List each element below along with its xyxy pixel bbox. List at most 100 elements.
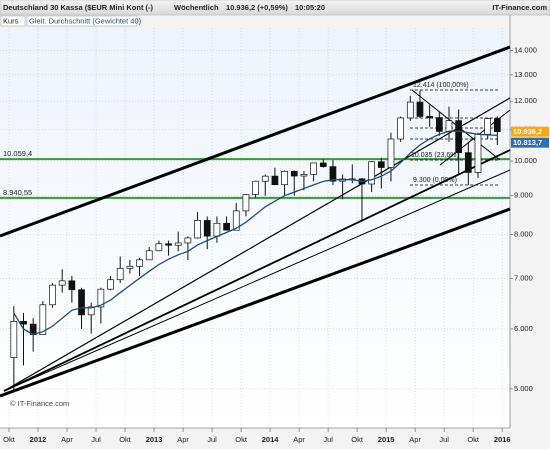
fan-line bbox=[3, 169, 511, 392]
candle-body bbox=[126, 265, 134, 269]
price-tag-label: 10.936,2 bbox=[513, 127, 542, 136]
header-bar bbox=[0, 0, 550, 16]
x-tick-label: 2015 bbox=[378, 435, 395, 444]
fib-label: 9.300 (0,00%) bbox=[413, 177, 457, 184]
candle-body bbox=[68, 280, 76, 291]
x-tick-label: Jul bbox=[439, 435, 449, 444]
channel-lower bbox=[0, 207, 511, 398]
candle-body bbox=[87, 306, 95, 316]
x-tick-label: 2014 bbox=[262, 435, 280, 444]
candle-body bbox=[455, 120, 463, 154]
candle-body bbox=[136, 259, 143, 267]
candle-body bbox=[145, 250, 153, 261]
trend-lines bbox=[0, 45, 511, 398]
candle-body bbox=[406, 101, 414, 119]
candle-body bbox=[474, 133, 482, 173]
candle-body bbox=[493, 118, 501, 133]
x-tick-label: Jul bbox=[323, 435, 333, 444]
candle-body bbox=[416, 101, 424, 117]
candle-body bbox=[300, 174, 308, 177]
candle-body bbox=[39, 304, 47, 335]
candle-body bbox=[464, 152, 472, 173]
candle-body bbox=[213, 222, 221, 237]
y-tick-label: 8.000 bbox=[514, 229, 533, 238]
fib-label: 10.035 (23,6%) bbox=[411, 152, 459, 159]
candle-body bbox=[484, 118, 492, 135]
level-label: 10.059,4 bbox=[3, 149, 32, 158]
y-tick-label: 14.000 bbox=[514, 45, 537, 54]
y-tick-label: 7.000 bbox=[514, 273, 533, 282]
x-tick-label: Apr bbox=[293, 435, 305, 444]
candle-body bbox=[252, 180, 259, 195]
x-tick-label: Apr bbox=[177, 435, 189, 444]
candle-body bbox=[97, 288, 105, 308]
x-tick-label: 2016 bbox=[494, 435, 511, 444]
fib-label: 12.414 (100,00%) bbox=[413, 82, 469, 89]
time: 10:05:20 bbox=[295, 3, 325, 12]
y-tick-label: 9.000 bbox=[514, 191, 533, 200]
instrument: Deutschland 30 Kassa ($EUR Mini Kont (-) bbox=[3, 3, 154, 12]
y-tick-label: 6.000 bbox=[514, 324, 533, 333]
candle-body bbox=[10, 320, 18, 358]
y-tick-label: 12.000 bbox=[514, 96, 537, 105]
candle-body bbox=[319, 162, 327, 167]
candle-body bbox=[310, 162, 317, 175]
candle-body bbox=[174, 242, 182, 246]
candle-body bbox=[58, 280, 66, 286]
price-tag bbox=[511, 126, 549, 137]
channel-upper bbox=[0, 45, 511, 238]
legend-entry: Gleit. Durchschnitt (Gewichtet 40) bbox=[29, 16, 142, 25]
candle-body bbox=[368, 161, 375, 185]
brand: IT-Finance.com bbox=[492, 3, 547, 12]
candle-body bbox=[107, 279, 114, 290]
x-tick-label: Okt bbox=[3, 435, 16, 444]
x-tick-label: Jul bbox=[207, 435, 217, 444]
plot-area bbox=[0, 28, 510, 428]
y-tick-label: 5.000 bbox=[514, 384, 533, 393]
price-tag bbox=[511, 137, 549, 148]
legend-box bbox=[26, 15, 138, 27]
legend-box bbox=[0, 15, 26, 27]
x-tick-label: Okt bbox=[351, 435, 364, 444]
legend-entry: Kurs bbox=[3, 16, 19, 25]
candle-body bbox=[397, 117, 404, 140]
candle-body bbox=[20, 320, 27, 325]
candle-body bbox=[261, 175, 269, 182]
candle-body bbox=[445, 120, 453, 132]
fan-line bbox=[3, 149, 511, 392]
candle-body bbox=[184, 237, 192, 244]
x-tick-label: Okt bbox=[235, 435, 248, 444]
interval: Wöchentlich bbox=[174, 3, 219, 12]
candle-body bbox=[155, 243, 163, 252]
x-tick-label: Okt bbox=[467, 435, 480, 444]
candle-body bbox=[116, 267, 124, 281]
x-tick-label: Jul bbox=[91, 435, 101, 444]
candle-body bbox=[329, 166, 337, 182]
candle-body bbox=[426, 116, 433, 118]
levels: 10.059,4 8.940,55 bbox=[0, 149, 510, 199]
y-tick-label: 10.000 bbox=[514, 156, 537, 165]
candle-body bbox=[78, 289, 85, 316]
candle-body bbox=[232, 210, 240, 231]
x-tick-label: 2012 bbox=[30, 435, 47, 444]
candle-body bbox=[387, 138, 395, 168]
axis-labels: 5.0006.0007.0008.0009.00010.00011.00012.… bbox=[3, 45, 549, 444]
candle-body bbox=[203, 220, 211, 237]
x-tick-label: Okt bbox=[119, 435, 132, 444]
x-tick-label: 2013 bbox=[146, 435, 163, 444]
candle-body bbox=[165, 243, 172, 246]
candle-body bbox=[194, 220, 201, 239]
fan-line bbox=[3, 97, 511, 392]
candle-body bbox=[377, 161, 385, 168]
price-tag-label: 10.813,7 bbox=[513, 138, 542, 147]
candle-body bbox=[223, 222, 230, 231]
x-tick-label: Apr bbox=[409, 435, 421, 444]
copyright: © IT-Finance.com bbox=[10, 399, 69, 408]
candle-body bbox=[290, 171, 298, 177]
candle-body bbox=[281, 171, 288, 186]
candle-body bbox=[49, 284, 56, 306]
candle-body bbox=[242, 194, 250, 212]
level-label: 8.940,55 bbox=[3, 188, 32, 197]
marks bbox=[10, 90, 501, 392]
